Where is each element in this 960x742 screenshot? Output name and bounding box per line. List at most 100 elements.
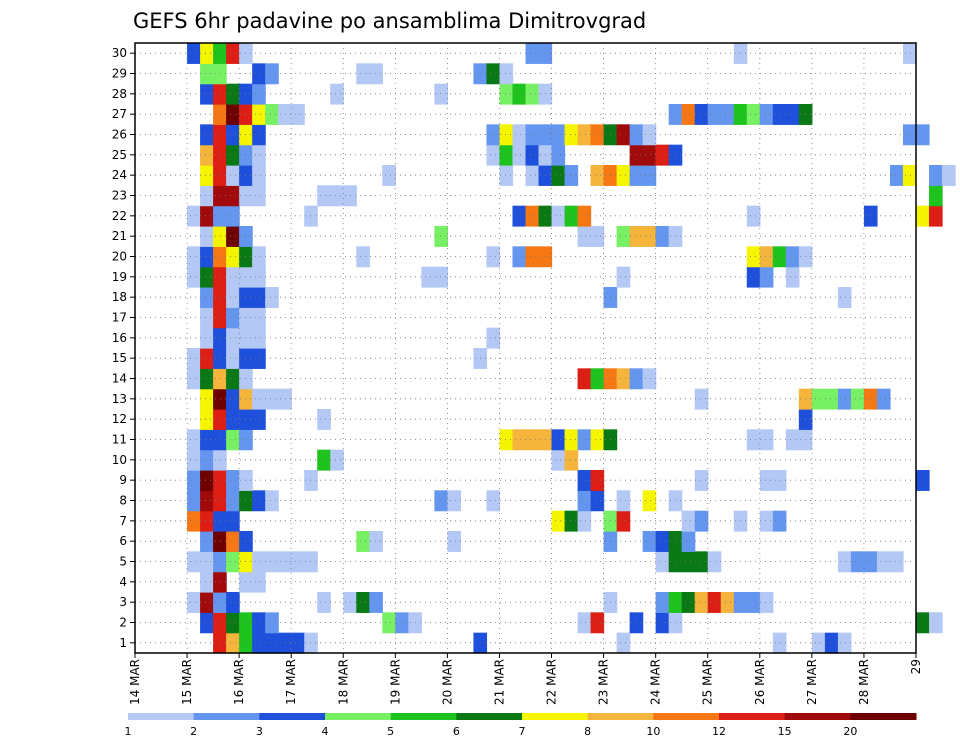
y-tick-label: 12 bbox=[112, 412, 127, 426]
heatmap-cell-member-5 bbox=[655, 551, 670, 573]
heatmap-cell-member-20 bbox=[486, 246, 501, 268]
heatmap-cell-member-10 bbox=[330, 449, 344, 471]
y-tick-label: 18 bbox=[112, 290, 127, 304]
heatmap-cell-member-8 bbox=[265, 490, 279, 512]
heatmap-cell-member-20 bbox=[785, 246, 800, 268]
x-tick-label: 14 MAR bbox=[128, 659, 142, 705]
heatmap-cell-member-13 bbox=[252, 388, 292, 410]
heatmap-cell-member-18 bbox=[226, 287, 240, 308]
heatmap-cell-member-16 bbox=[239, 327, 266, 349]
heatmap-cell-member-13 bbox=[200, 388, 214, 410]
heatmap-cell-member-28 bbox=[512, 83, 527, 105]
heatmap-cell-member-13 bbox=[213, 388, 227, 410]
heatmap-cell-member-16 bbox=[213, 327, 227, 349]
heatmap-cell-member-20 bbox=[512, 246, 527, 268]
y-tick-label: 16 bbox=[112, 331, 127, 345]
heatmap-cell-member-22 bbox=[577, 205, 592, 227]
heatmap-cell-member-25 bbox=[551, 144, 566, 166]
y-tick-label: 26 bbox=[112, 128, 127, 142]
heatmap-cell-member-7 bbox=[187, 510, 201, 532]
heatmap-cell-member-26 bbox=[642, 124, 657, 146]
heatmap-cell-member-21 bbox=[616, 226, 631, 247]
heatmap-cell-member-9 bbox=[200, 470, 214, 491]
heatmap-cell-member-20 bbox=[200, 246, 214, 268]
heatmap-cell-member-24 bbox=[629, 165, 657, 186]
heatmap-cell-member-2 bbox=[200, 612, 214, 634]
heatmap-cell-member-20 bbox=[525, 246, 553, 268]
heatmap-cell-member-2 bbox=[213, 612, 227, 634]
heatmap-cell-member-12 bbox=[317, 409, 331, 430]
heatmap-cell-member-23 bbox=[200, 185, 214, 207]
colorbar-label: 2 bbox=[190, 725, 197, 738]
heatmap-cell-member-25 bbox=[213, 144, 227, 166]
colorbar-label: 6 bbox=[453, 725, 460, 738]
heatmap-cell-member-7 bbox=[213, 510, 240, 532]
heatmap-cell-member-7 bbox=[564, 510, 579, 532]
x-tick-label: 25 MAR bbox=[701, 659, 715, 705]
heatmap-cell-member-24 bbox=[564, 165, 579, 186]
heatmap-cell-member-2 bbox=[577, 612, 592, 634]
heatmap-cell-member-30 bbox=[200, 43, 214, 64]
y-tick-label: 22 bbox=[112, 209, 127, 223]
y-tick-label: 28 bbox=[112, 87, 127, 101]
y-tick-label: 30 bbox=[112, 46, 127, 60]
heatmap-cell-member-22 bbox=[304, 205, 318, 227]
heatmap-cell-member-19 bbox=[200, 266, 214, 288]
heatmap-cell-member-6 bbox=[356, 531, 370, 552]
heatmap-cell-member-4 bbox=[200, 571, 214, 593]
heatmap-cell-member-26 bbox=[590, 124, 605, 146]
heatmap-cell-member-10 bbox=[317, 449, 331, 471]
heatmap-cell-member-14 bbox=[590, 368, 605, 390]
heatmap-cell-member-2 bbox=[395, 612, 409, 634]
x-tick-label: 16 MAR bbox=[232, 659, 246, 705]
heatmap-cell-member-13 bbox=[226, 388, 240, 410]
heatmap-cell-member-1 bbox=[811, 632, 826, 654]
heatmap-cell-member-26 bbox=[226, 124, 240, 146]
heatmap-cell-member-21 bbox=[200, 226, 214, 247]
heatmap-cell-member-27 bbox=[772, 104, 800, 125]
heatmap-cell-member-16 bbox=[200, 327, 214, 349]
heatmap-cell-member-2 bbox=[929, 612, 943, 634]
y-tick-label: 4 bbox=[119, 575, 127, 589]
heatmap-cell-member-20 bbox=[746, 246, 761, 268]
heatmap-cell-member-10 bbox=[564, 449, 579, 471]
heatmap-cell-member-8 bbox=[434, 490, 448, 512]
heatmap-cell-member-26 bbox=[577, 124, 592, 146]
heatmap-cell-member-11 bbox=[551, 429, 566, 451]
heatmap-cell-member-22 bbox=[746, 205, 761, 227]
heatmap-cell-member-27 bbox=[265, 104, 279, 125]
heatmap-cell-member-14 bbox=[577, 368, 592, 390]
heatmap-cell-member-9 bbox=[304, 470, 318, 491]
heatmap-cell-member-21 bbox=[434, 226, 448, 247]
colorbar-swatch bbox=[128, 713, 195, 720]
heatmap-cell-member-29 bbox=[265, 63, 279, 85]
heatmap-cell-member-2 bbox=[265, 612, 279, 634]
heatmap-cell-member-8 bbox=[226, 490, 240, 512]
heatmap-cell-member-23 bbox=[213, 185, 240, 207]
heatmap-cell-member-26 bbox=[512, 124, 527, 146]
colorbar-swatch bbox=[193, 713, 260, 720]
colorbar-swatch bbox=[259, 713, 326, 720]
heatmap-cell-member-14 bbox=[226, 368, 240, 390]
heatmap-cell-member-10 bbox=[213, 449, 227, 471]
heatmap-cell-member-24 bbox=[226, 165, 240, 186]
heatmap-cell-member-1 bbox=[772, 632, 787, 654]
heatmap-cell-member-24 bbox=[525, 165, 540, 186]
colorbar-label: 12 bbox=[712, 725, 726, 738]
heatmap-cell-member-8 bbox=[447, 490, 462, 512]
y-tick-label: 11 bbox=[112, 433, 127, 447]
heatmap-cell-member-26 bbox=[213, 124, 227, 146]
heatmap-cell-member-24 bbox=[499, 165, 514, 186]
heatmap-cell-member-3 bbox=[226, 592, 240, 613]
y-tick-label: 8 bbox=[119, 494, 127, 508]
heatmap-cell-member-29 bbox=[356, 63, 383, 85]
heatmap-cell-member-6 bbox=[681, 531, 696, 552]
heatmap-cell-member-29 bbox=[200, 63, 227, 85]
y-tick-label: 29 bbox=[112, 67, 127, 81]
colorbar-swatch bbox=[325, 713, 392, 720]
heatmap-cell-member-18 bbox=[213, 287, 227, 308]
heatmap-cell-member-14 bbox=[213, 368, 227, 390]
heatmap-cell-member-7 bbox=[551, 510, 566, 532]
heatmap-cell-member-22 bbox=[929, 205, 943, 227]
